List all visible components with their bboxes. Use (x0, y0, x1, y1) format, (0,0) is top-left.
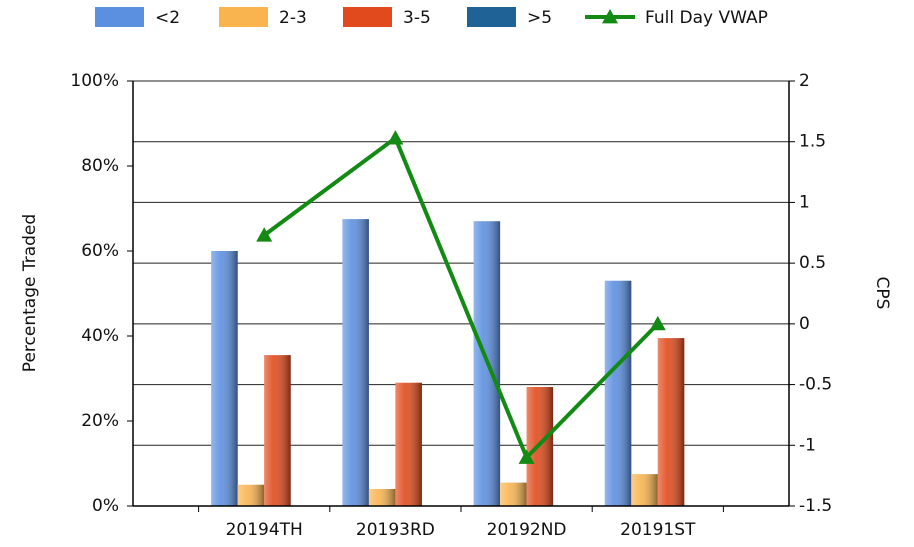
x-tick-label: 20191ST (620, 520, 696, 540)
legend-label: 2-3 (279, 8, 307, 28)
bar-shade (368, 489, 396, 506)
y2-tick-label: 0.5 (799, 253, 826, 273)
bar-shade (211, 251, 238, 506)
legend-swatch (95, 7, 144, 27)
line-marker (387, 130, 404, 145)
line-marker (649, 315, 666, 331)
y2-tick-label: -0.5 (799, 375, 832, 395)
line-marker (518, 449, 535, 464)
y-tick-label: 60% (81, 241, 119, 261)
bar-shade (631, 474, 658, 506)
legend-swatch (219, 7, 268, 27)
y2-tick-label: 2 (799, 71, 810, 91)
bar-shade (342, 219, 369, 506)
y-tick-label: 80% (81, 156, 119, 176)
y-tick-label: 40% (81, 326, 119, 346)
y2-tick-label: -1.5 (799, 496, 832, 516)
legend-label: <2 (155, 8, 180, 28)
bar-shade (657, 338, 685, 506)
y-tick-label: 0% (92, 496, 119, 516)
y2-tick-label: 0 (799, 314, 810, 334)
y-tick-label: 20% (81, 411, 119, 431)
x-tick-label: 20192ND (487, 520, 567, 540)
x-tick-label: 20193RD (356, 520, 435, 540)
line-series (263, 134, 660, 461)
y2-tick-label: 1.5 (799, 132, 826, 152)
legend-label: 3-5 (403, 8, 431, 28)
line-marker (256, 227, 273, 242)
bar-shade (500, 482, 527, 506)
x-tick-label: 20194TH (226, 520, 303, 540)
bar-shade (395, 382, 422, 506)
bar-shade (604, 280, 632, 506)
legend-swatch (467, 7, 516, 27)
legend-marker (602, 9, 618, 24)
legend-label: Full Day VWAP (645, 8, 768, 28)
bar-shade (237, 484, 265, 506)
legend-label: >5 (527, 8, 552, 28)
legend-swatch (343, 7, 392, 27)
y2-tick-label: -1 (799, 435, 816, 455)
bar-shade (264, 355, 291, 506)
y-axis-title: Percentage Traded (20, 214, 40, 372)
y2-tick-label: 1 (799, 192, 810, 212)
y-tick-label: 100% (70, 71, 119, 91)
y2-axis-title: CPS (872, 277, 892, 310)
